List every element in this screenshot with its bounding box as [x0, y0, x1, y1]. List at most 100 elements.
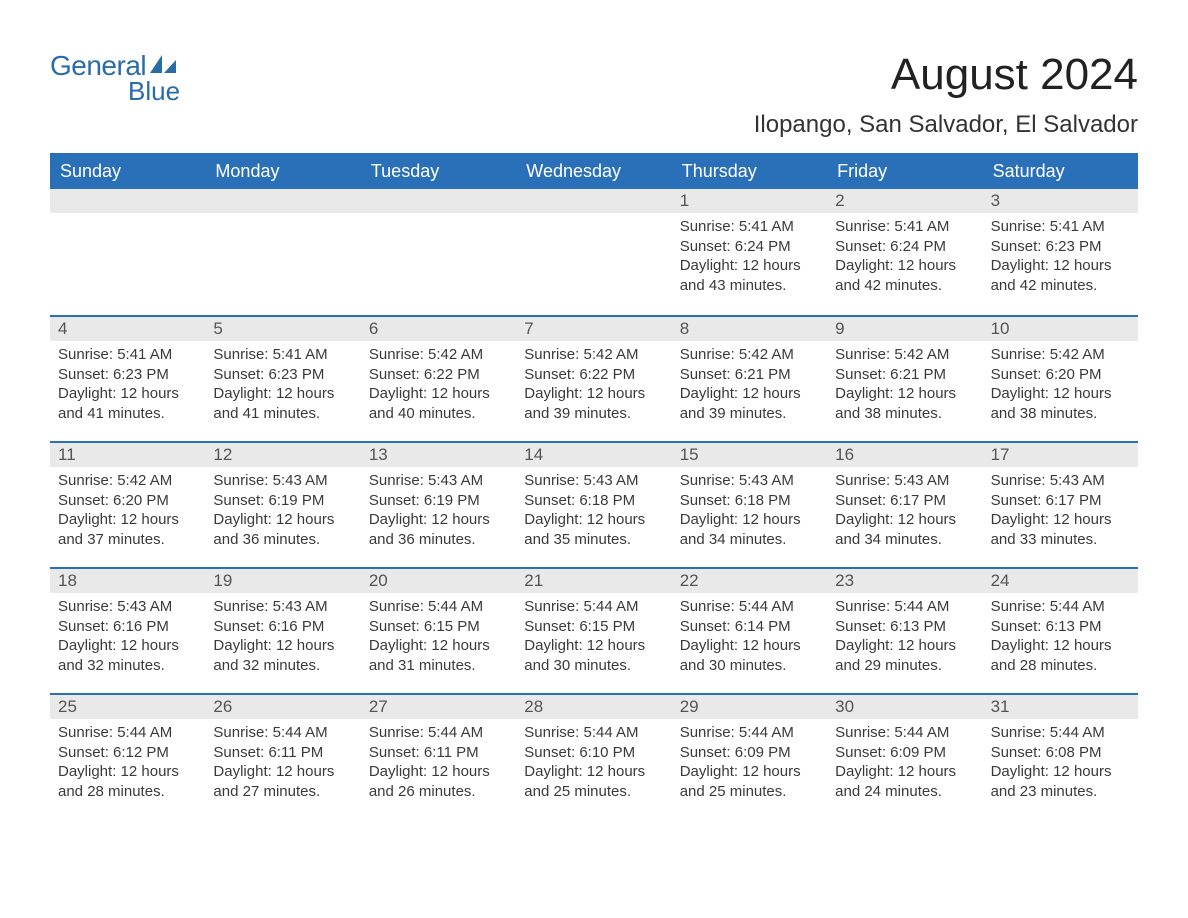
day-number: 3 [983, 189, 1138, 213]
day-detail: Sunrise: 5:44 AMSunset: 6:11 PMDaylight:… [361, 719, 516, 809]
daylight-line: Daylight: 12 hours and 43 minutes. [680, 256, 819, 295]
day-number: 16 [827, 443, 982, 467]
sunrise-line: Sunrise: 5:41 AM [835, 217, 974, 237]
day-number: 13 [361, 443, 516, 467]
calendar-day-cell: 19Sunrise: 5:43 AMSunset: 6:16 PMDayligh… [205, 567, 360, 693]
day-detail: Sunrise: 5:42 AMSunset: 6:22 PMDaylight:… [516, 341, 671, 431]
calendar-day-cell: 2 Sunrise: 5:41 AMSunset: 6:24 PMDaylight… [827, 189, 982, 315]
day-detail: Sunrise: 5:42 AMSunset: 6:21 PMDaylight:… [672, 341, 827, 431]
daylight-line: Daylight: 12 hours and 36 minutes. [369, 510, 508, 549]
sunset-line: Sunset: 6:14 PM [680, 617, 819, 637]
calendar-day-cell: 27Sunrise: 5:44 AMSunset: 6:11 PMDayligh… [361, 693, 516, 819]
sunrise-line: Sunrise: 5:43 AM [524, 471, 663, 491]
sunset-line: Sunset: 6:17 PM [835, 491, 974, 511]
daylight-line: Daylight: 12 hours and 32 minutes. [213, 636, 352, 675]
day-number: 23 [827, 569, 982, 593]
sunset-line: Sunset: 6:17 PM [991, 491, 1130, 511]
sunrise-line: Sunrise: 5:42 AM [991, 345, 1130, 365]
sunset-line: Sunset: 6:09 PM [835, 743, 974, 763]
sunset-line: Sunset: 6:18 PM [680, 491, 819, 511]
sunset-line: Sunset: 6:18 PM [524, 491, 663, 511]
sunset-line: Sunset: 6:21 PM [835, 365, 974, 385]
calendar-header-cell: Tuesday [361, 155, 516, 189]
sunset-line: Sunset: 6:09 PM [680, 743, 819, 763]
day-number: 8 [672, 317, 827, 341]
sunset-line: Sunset: 6:21 PM [680, 365, 819, 385]
sunrise-line: Sunrise: 5:44 AM [524, 597, 663, 617]
calendar-day-cell: 18Sunrise: 5:43 AMSunset: 6:16 PMDayligh… [50, 567, 205, 693]
sunrise-line: Sunrise: 5:44 AM [991, 723, 1130, 743]
day-number: 9 [827, 317, 982, 341]
calendar-header-cell: Friday [827, 155, 982, 189]
calendar-day-cell: 16Sunrise: 5:43 AMSunset: 6:17 PMDayligh… [827, 441, 982, 567]
sunset-line: Sunset: 6:19 PM [369, 491, 508, 511]
sunrise-line: Sunrise: 5:44 AM [213, 723, 352, 743]
sunrise-line: Sunrise: 5:44 AM [680, 597, 819, 617]
day-detail: Sunrise: 5:44 AMSunset: 6:09 PMDaylight:… [827, 719, 982, 809]
calendar-day-cell: 5Sunrise: 5:41 AMSunset: 6:23 PMDaylight… [205, 315, 360, 441]
daylight-line: Daylight: 12 hours and 34 minutes. [835, 510, 974, 549]
day-detail: Sunrise: 5:42 AMSunset: 6:21 PMDaylight:… [827, 341, 982, 431]
sunrise-line: Sunrise: 5:42 AM [524, 345, 663, 365]
day-number [516, 189, 671, 213]
day-number: 6 [361, 317, 516, 341]
page-title: August 2024 [891, 50, 1138, 100]
calendar-day-cell: 11Sunrise: 5:42 AMSunset: 6:20 PMDayligh… [50, 441, 205, 567]
sunrise-line: Sunrise: 5:43 AM [680, 471, 819, 491]
day-detail: Sunrise: 5:41 AMSunset: 6:24 PMDaylight:… [672, 213, 827, 303]
day-number: 14 [516, 443, 671, 467]
day-number: 12 [205, 443, 360, 467]
day-number: 11 [50, 443, 205, 467]
calendar-day-cell: 4Sunrise: 5:41 AMSunset: 6:23 PMDaylight… [50, 315, 205, 441]
sunset-line: Sunset: 6:22 PM [369, 365, 508, 385]
calendar-day-cell: 20Sunrise: 5:44 AMSunset: 6:15 PMDayligh… [361, 567, 516, 693]
calendar-day-cell: 29Sunrise: 5:44 AMSunset: 6:09 PMDayligh… [672, 693, 827, 819]
sunrise-line: Sunrise: 5:43 AM [991, 471, 1130, 491]
day-detail: Sunrise: 5:44 AMSunset: 6:12 PMDaylight:… [50, 719, 205, 809]
day-number: 2 [827, 189, 982, 213]
calendar-day-cell: 7Sunrise: 5:42 AMSunset: 6:22 PMDaylight… [516, 315, 671, 441]
day-number: 31 [983, 695, 1138, 719]
day-detail: Sunrise: 5:41 AMSunset: 6:23 PMDaylight:… [205, 341, 360, 431]
daylight-line: Daylight: 12 hours and 26 minutes. [369, 762, 508, 801]
calendar-header-cell: Monday [205, 155, 360, 189]
day-number: 1 [672, 189, 827, 213]
daylight-line: Daylight: 12 hours and 36 minutes. [213, 510, 352, 549]
day-number: 4 [50, 317, 205, 341]
day-number: 5 [205, 317, 360, 341]
day-detail: Sunrise: 5:42 AMSunset: 6:22 PMDaylight:… [361, 341, 516, 431]
day-detail: Sunrise: 5:43 AMSunset: 6:18 PMDaylight:… [672, 467, 827, 557]
calendar-day-cell: 28Sunrise: 5:44 AMSunset: 6:10 PMDayligh… [516, 693, 671, 819]
day-number: 21 [516, 569, 671, 593]
calendar-day-cell: 24Sunrise: 5:44 AMSunset: 6:13 PMDayligh… [983, 567, 1138, 693]
calendar-day-cell: 3Sunrise: 5:41 AMSunset: 6:23 PMDaylight… [983, 189, 1138, 315]
sunrise-line: Sunrise: 5:44 AM [524, 723, 663, 743]
day-detail: Sunrise: 5:42 AMSunset: 6:20 PMDaylight:… [50, 467, 205, 557]
daylight-line: Daylight: 12 hours and 30 minutes. [680, 636, 819, 675]
daylight-line: Daylight: 12 hours and 25 minutes. [524, 762, 663, 801]
daylight-line: Daylight: 12 hours and 25 minutes. [680, 762, 819, 801]
calendar-grid: SundayMondayTuesdayWednesdayThursdayFrid… [50, 153, 1138, 819]
day-number [50, 189, 205, 213]
day-number: 27 [361, 695, 516, 719]
day-number: 10 [983, 317, 1138, 341]
daylight-line: Daylight: 12 hours and 40 minutes. [369, 384, 508, 423]
daylight-line: Daylight: 12 hours and 41 minutes. [58, 384, 197, 423]
sunrise-line: Sunrise: 5:43 AM [369, 471, 508, 491]
calendar-day-cell: 12Sunrise: 5:43 AMSunset: 6:19 PMDayligh… [205, 441, 360, 567]
calendar-day-cell: 22Sunrise: 5:44 AMSunset: 6:14 PMDayligh… [672, 567, 827, 693]
calendar-day-cell: 26Sunrise: 5:44 AMSunset: 6:11 PMDayligh… [205, 693, 360, 819]
daylight-line: Daylight: 12 hours and 27 minutes. [213, 762, 352, 801]
sunrise-line: Sunrise: 5:43 AM [213, 597, 352, 617]
sunset-line: Sunset: 6:10 PM [524, 743, 663, 763]
sunset-line: Sunset: 6:24 PM [835, 237, 974, 257]
sunrise-line: Sunrise: 5:44 AM [680, 723, 819, 743]
sunrise-line: Sunrise: 5:42 AM [835, 345, 974, 365]
daylight-line: Daylight: 12 hours and 38 minutes. [835, 384, 974, 423]
daylight-line: Daylight: 12 hours and 42 minutes. [835, 256, 974, 295]
sunrise-line: Sunrise: 5:41 AM [58, 345, 197, 365]
day-number: 26 [205, 695, 360, 719]
day-number: 24 [983, 569, 1138, 593]
sunset-line: Sunset: 6:15 PM [369, 617, 508, 637]
calendar-day-cell [50, 189, 205, 315]
